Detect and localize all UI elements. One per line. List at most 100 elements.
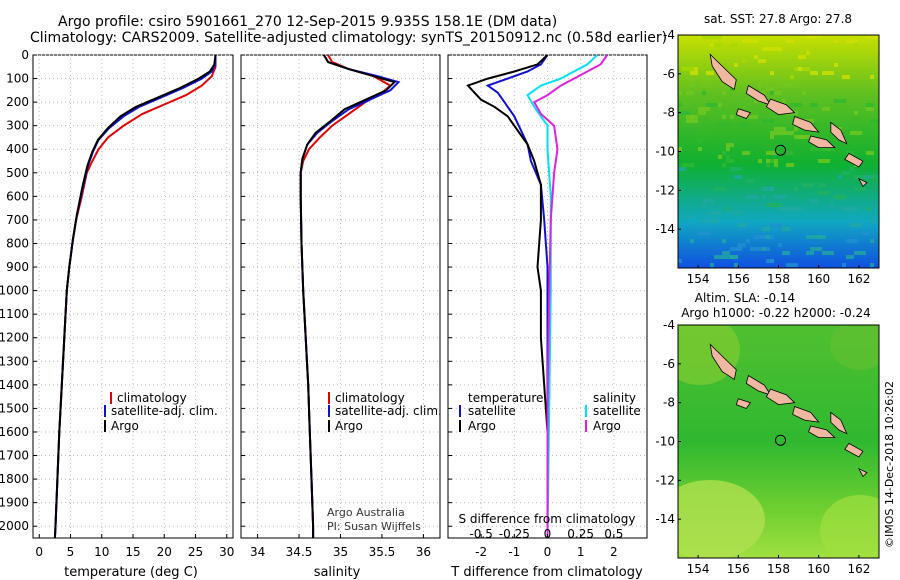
sst-pixel (790, 207, 802, 211)
s-tick-label: -0.25 (499, 527, 530, 541)
sla-map-panel: Altim. SLA: -0.14 Argo h1000: -0.22 h200… (655, 291, 880, 576)
island-shape (830, 411, 848, 435)
sst-pixel (854, 111, 858, 115)
sst-pixel (782, 251, 790, 255)
sst-pixel (722, 163, 726, 167)
sla-anomaly-blob (820, 495, 879, 558)
y-tick-label: 500 (6, 166, 29, 180)
sst-pixel (870, 239, 874, 243)
y-tick-label: 1800 (0, 472, 29, 486)
sst-pixel (806, 51, 810, 55)
sst-pixel (870, 119, 879, 123)
sst-pixel (790, 75, 794, 79)
x-tick-label: 2 (610, 545, 618, 559)
sst-pixel (774, 127, 786, 131)
map-y-tick-label: -14 (655, 512, 675, 526)
sst-pixel (710, 211, 722, 215)
sst-pixel (746, 179, 754, 183)
sst-pixel (810, 35, 818, 39)
x-tick-label: 25 (188, 545, 203, 559)
map-x-tick-label: 154 (687, 272, 710, 286)
sla-map-ticks: 154 156 158 160 162 -4 -6 -8 -10 -12 -14 (655, 318, 870, 576)
sst-pixel (786, 39, 794, 43)
y-tick-label: 900 (6, 260, 29, 274)
sst-pixel (698, 147, 702, 151)
sst-pixel (846, 151, 854, 155)
series-line-t-satellite (485, 55, 549, 538)
legend-title-salinity: salinity (593, 391, 636, 405)
sst-pixel (874, 131, 879, 135)
legend-label-t-argo: Argo (468, 419, 496, 433)
series-line-t-argo (466, 55, 549, 538)
y-tick-label: 1900 (0, 496, 29, 510)
sst-pixel (702, 35, 714, 39)
map-y-tick-label: -12 (655, 183, 675, 197)
sst-pixel (722, 91, 726, 95)
sst-pixel (770, 71, 774, 75)
legend-label-climatology: climatology (117, 391, 187, 405)
sst-pixel (862, 127, 870, 131)
sst-pixel (810, 199, 818, 203)
salinity-annotation-line1: Argo Australia (327, 506, 405, 519)
sst-pixel (726, 159, 734, 163)
y-tick-label: 600 (6, 189, 29, 203)
sst-pixel (846, 255, 854, 259)
sst-pixel (702, 199, 714, 203)
sst-pixel (774, 163, 778, 167)
sst-pixel (818, 35, 822, 39)
map-x-tick-label: 158 (767, 272, 790, 286)
sst-pixel (710, 219, 718, 223)
sst-pixel (746, 39, 758, 43)
x-tick-label: 5 (67, 545, 75, 559)
sst-pixel (702, 83, 706, 87)
sst-pixel (738, 243, 746, 247)
sst-pixel (762, 227, 770, 231)
sst-map-title: sat. SST: 27.8 Argo: 27.8 (704, 12, 852, 26)
sst-pixel (862, 175, 874, 179)
map-x-tick-label: 154 (687, 562, 710, 576)
y-tick-label: 1100 (0, 307, 29, 321)
sst-pixel (834, 39, 838, 43)
salinity-annotation-line2: PI: Susan Wijffels (327, 520, 421, 533)
y-tick-label: 300 (6, 119, 29, 133)
x-tick-label: -2 (475, 545, 487, 559)
sst-pixel (810, 247, 822, 251)
sst-pixel (798, 67, 802, 71)
sst-pixel (870, 263, 874, 267)
series-line-s-argo (532, 55, 609, 538)
sst-pixel (798, 55, 802, 59)
t-difference-xlabel: T difference from climatology (450, 565, 643, 580)
island-shape (844, 152, 864, 168)
profile-location-marker (775, 144, 787, 156)
difference-x-ticks: -2 -1 0 1 2 (475, 534, 618, 559)
salinity-legend: climatology satellite-adj. clim. Argo (328, 391, 442, 433)
temperature-series (53, 55, 217, 538)
x-tick-label: 34.5 (286, 545, 313, 559)
island-shape (745, 374, 772, 396)
difference-s-ticks: -0.5 -0.25 0 0.25 0.5 (469, 527, 623, 541)
legend-label-t-satellite: satellite (468, 404, 516, 418)
sst-pixel (694, 67, 698, 71)
sst-pixel (738, 123, 750, 127)
sst-pixel (722, 151, 726, 155)
sst-pixel (698, 231, 710, 235)
sst-pixel (730, 87, 734, 91)
map-x-tick-label: 160 (807, 272, 830, 286)
sst-pixel (726, 143, 734, 147)
sst-pixel (702, 203, 706, 207)
sst-pixel (778, 135, 790, 139)
island-shape (709, 53, 737, 91)
sst-pixel (846, 39, 858, 43)
x-tick-label: 34 (250, 545, 265, 559)
sst-pixel (782, 227, 790, 231)
x-tick-label: 0 (544, 545, 552, 559)
sst-pixel (818, 183, 826, 187)
sst-pixel (730, 211, 742, 215)
sst-pixel (690, 239, 694, 243)
map-y-tick-label: -14 (655, 222, 675, 236)
sst-pixel (854, 187, 866, 191)
legend-label-argo: Argo (335, 419, 363, 433)
sst-pixel (698, 107, 710, 111)
sst-pixel (870, 35, 878, 39)
sst-pixel (770, 135, 774, 139)
